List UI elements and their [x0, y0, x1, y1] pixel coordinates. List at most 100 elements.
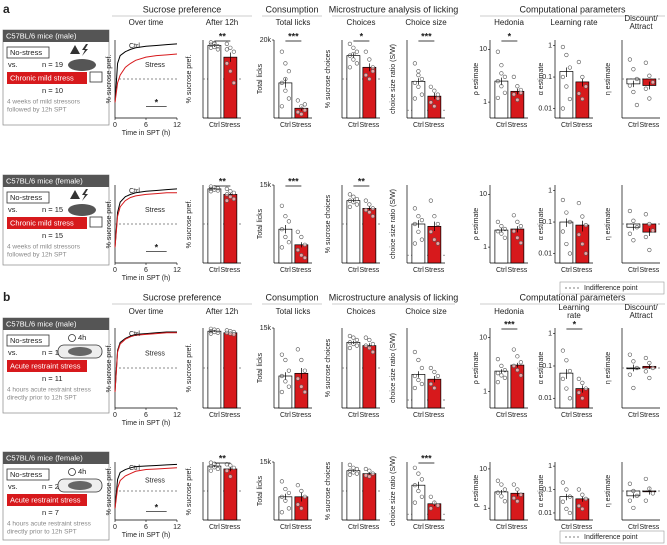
data-point [208, 460, 213, 465]
data-point [511, 92, 516, 97]
x-tick-label: 6 [144, 267, 148, 274]
data-point [515, 235, 520, 240]
x-axis-label: Time in SPT (h) [122, 532, 171, 539]
data-point [367, 57, 372, 62]
y-tick-label: 0.1 [542, 219, 552, 226]
data-point [511, 363, 516, 368]
data-point [650, 228, 655, 233]
data-point [511, 229, 516, 234]
data-point [279, 203, 285, 208]
data-point [499, 84, 504, 89]
data-point [435, 373, 440, 379]
column-header: Computational parameters [519, 292, 626, 302]
y-tick-label: 1 [483, 389, 487, 396]
group-label: Ctrl [413, 412, 424, 419]
y-axis-label: η estimate [605, 63, 612, 95]
data-point [370, 341, 375, 347]
data-point [567, 219, 573, 225]
data-point [495, 490, 501, 495]
data-point [351, 335, 356, 340]
data-point [215, 328, 220, 333]
data-point [370, 65, 375, 70]
data-point [283, 76, 288, 82]
data-point [627, 498, 633, 503]
data-point [511, 496, 516, 501]
data-point [416, 69, 421, 74]
data-point [511, 74, 516, 80]
data-point [564, 506, 569, 511]
group-label: Ctrl [413, 122, 424, 129]
data-point [576, 376, 581, 381]
data-point [231, 49, 236, 54]
data-point [647, 73, 652, 78]
data-point [499, 363, 504, 368]
data-point [412, 80, 418, 85]
sig-label: * [508, 31, 512, 41]
data-point [502, 375, 508, 380]
data-point [428, 198, 433, 203]
timer-label: 4h [78, 467, 86, 476]
box-note: 4 hours acute restraint stress [7, 387, 92, 394]
data-point [419, 76, 425, 82]
legend-box [559, 530, 665, 544]
y-axis-label: % sucrose choices [325, 338, 332, 397]
data-point [432, 104, 437, 109]
panel-subtitle: Over time [129, 307, 164, 316]
sig-label: ** [219, 31, 227, 41]
data-point [564, 386, 569, 391]
sig-label: *** [288, 176, 299, 186]
data-point [295, 483, 300, 488]
group-label: Stress [572, 267, 592, 274]
x-tick-label: 12 [173, 412, 181, 419]
data-point [627, 352, 633, 357]
column-header: Computational parameters [519, 4, 626, 14]
data-point [412, 96, 418, 101]
data-point [295, 110, 300, 115]
y-tick-label: 15k [260, 182, 272, 189]
data-point [224, 468, 229, 473]
data-point [576, 390, 581, 395]
box-note: followed by 12h SPT [7, 252, 67, 259]
data-point [518, 223, 523, 229]
y-axis-label: Total licks [257, 63, 264, 94]
control-tag [6, 334, 50, 347]
data-point [412, 206, 418, 211]
preference-curve [114, 43, 178, 103]
legend-label: Indifference point [584, 534, 638, 541]
data-point [367, 210, 372, 215]
data-point [428, 365, 433, 371]
data-point [567, 494, 573, 499]
data-point [302, 108, 307, 113]
bar [411, 484, 426, 521]
data-point [643, 60, 648, 65]
y-axis-label: ρ estimate [473, 63, 480, 95]
group-label: Ctrl [280, 524, 291, 531]
data-point [631, 89, 636, 95]
sig-label: * [155, 503, 159, 513]
data-point [412, 385, 418, 391]
data-point [228, 69, 233, 74]
bar [346, 470, 361, 521]
n-stress: n = 15 [42, 231, 63, 240]
data-point [363, 473, 368, 478]
legend-box [559, 281, 665, 295]
data-point [650, 80, 655, 85]
bar [207, 330, 222, 409]
data-point [564, 210, 569, 215]
data-point [302, 368, 307, 373]
group-label: Stress [220, 412, 240, 419]
data-point [416, 471, 421, 476]
data-point [428, 506, 433, 511]
data-point [576, 59, 581, 65]
group-label: Stress [291, 412, 311, 419]
panel-subtitle: Hedonia [494, 18, 524, 27]
data-point [351, 200, 356, 205]
data-point [495, 78, 501, 84]
data-point [432, 214, 437, 219]
data-point [302, 102, 307, 107]
data-point [631, 505, 636, 511]
data-point [347, 472, 353, 477]
data-point [283, 486, 288, 492]
data-point [576, 232, 581, 237]
data-point [367, 345, 372, 351]
